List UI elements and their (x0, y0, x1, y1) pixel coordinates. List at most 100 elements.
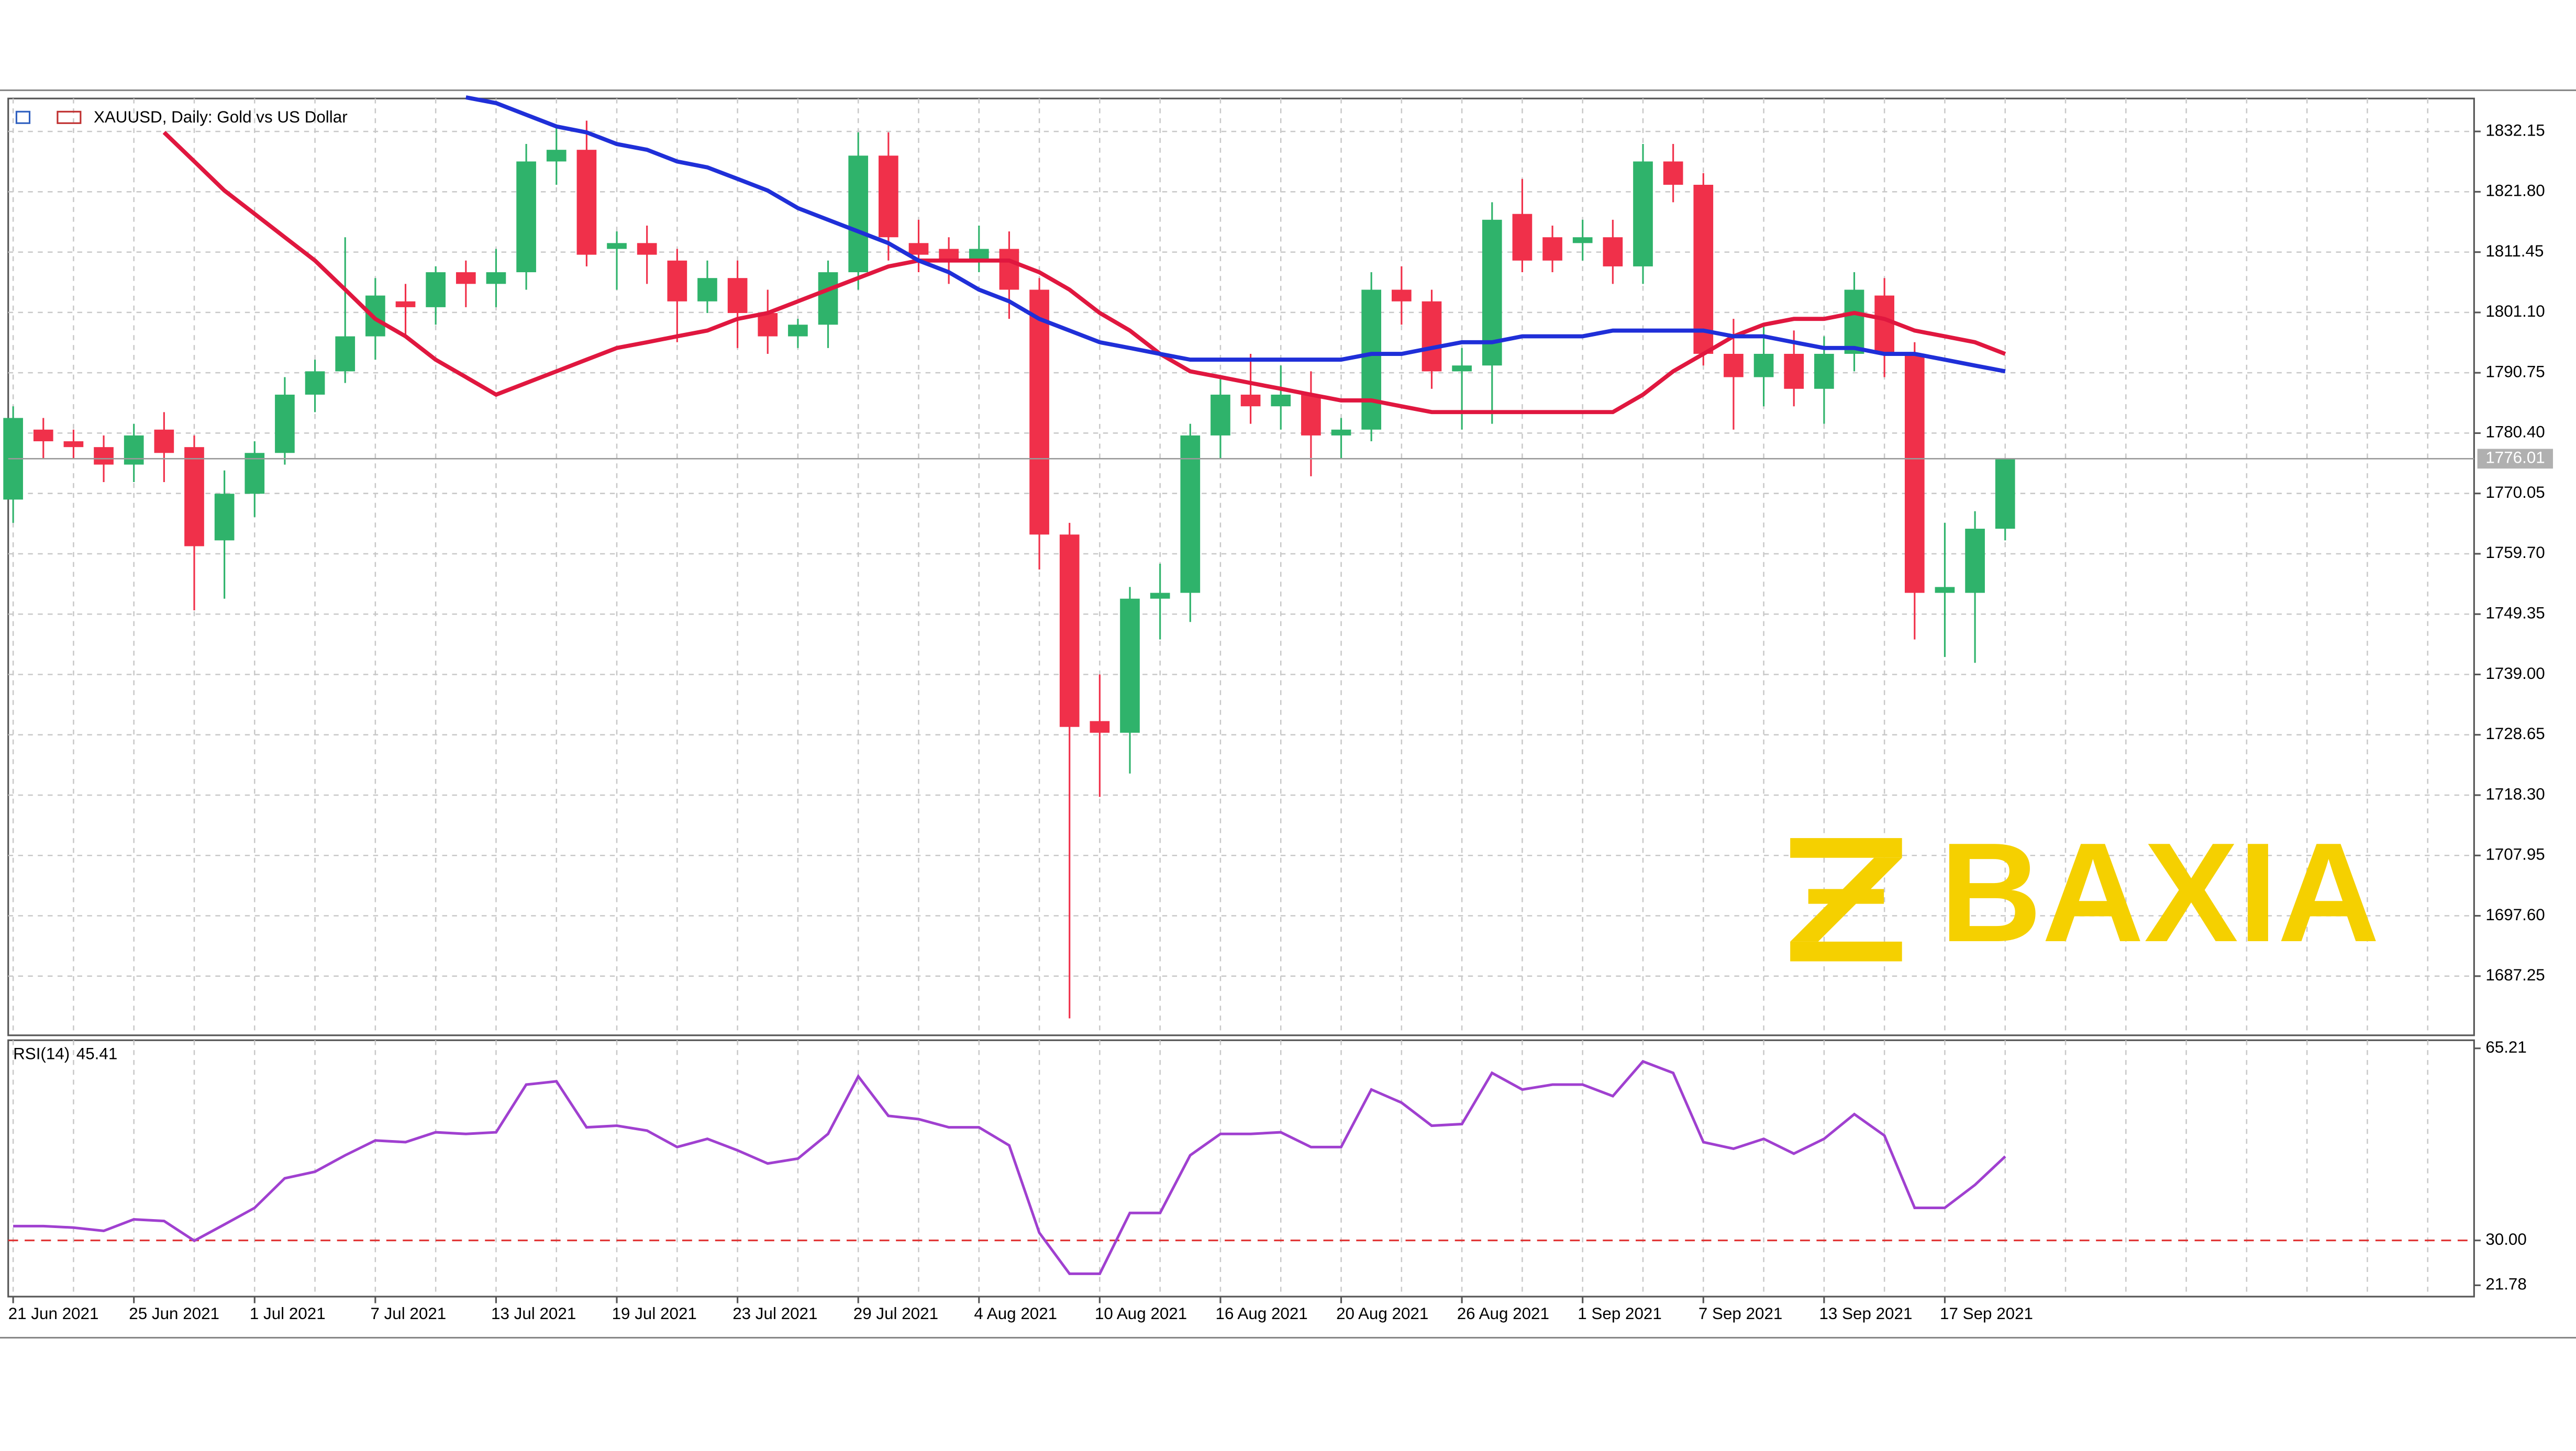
candle-body (1935, 587, 1955, 593)
candle-body (1724, 353, 1744, 377)
rsi-value: 45.41 (76, 1045, 118, 1063)
candle-body (818, 272, 838, 325)
candle-body (1844, 289, 1864, 354)
candle-body (94, 447, 114, 465)
y-tick-label: 1697.60 (2485, 906, 2545, 924)
rsi-name: RSI(14) (13, 1045, 70, 1063)
candle-body (727, 278, 748, 314)
candle-body (667, 260, 687, 302)
title-icon (15, 110, 31, 124)
candle-body (1753, 353, 1774, 377)
candle-body (1693, 185, 1714, 354)
candle-body (758, 313, 778, 337)
candle-body (1995, 459, 2015, 529)
candle-body (1361, 289, 1382, 430)
price-pane (7, 97, 2475, 1036)
x-tick-label: 10 Aug 2021 (1095, 1304, 1187, 1323)
x-tick-label: 1 Sep 2021 (1578, 1304, 1662, 1323)
candle-body (335, 336, 356, 372)
y-tick-label: 21.78 (2485, 1275, 2527, 1293)
y-tick-label: 1790.75 (2485, 362, 2545, 381)
line-series (465, 95, 2006, 374)
candle-body (879, 155, 898, 238)
candle-body (1784, 353, 1804, 389)
candle-body (1633, 161, 1653, 266)
rsi-label: RSI(14) 45.41 (13, 1045, 117, 1063)
last-price-label: 1776.01 (2485, 449, 2545, 467)
y-tick-label: 65.21 (2485, 1038, 2527, 1056)
y-tick-label: 1780.40 (2485, 423, 2545, 441)
y-tick-label: 1770.05 (2485, 483, 2545, 501)
candle-body (576, 150, 597, 255)
y-tick-label: 1718.30 (2485, 785, 2545, 803)
candle-body (1029, 289, 1049, 535)
candle-body (275, 394, 295, 453)
candle-body (1240, 394, 1261, 407)
candle-body (214, 494, 235, 541)
candle-body (1120, 598, 1140, 733)
y-tick-label: 1759.70 (2485, 543, 2545, 562)
candle-body (1814, 353, 1834, 389)
logo-bar (1808, 889, 1884, 904)
candle-body (1090, 721, 1110, 733)
candle-body (486, 272, 506, 284)
candle-body (1603, 237, 1623, 266)
candle-body (788, 325, 808, 337)
candle-body (245, 453, 265, 494)
x-tick-label: 20 Aug 2021 (1336, 1304, 1428, 1323)
y-tick-label: 1739.00 (2485, 664, 2545, 683)
last-price-tag (2477, 449, 2553, 469)
candle-body (305, 371, 325, 395)
candle-body (456, 272, 476, 284)
x-tick-label: 13 Jul 2021 (491, 1304, 576, 1323)
candle-body (969, 249, 989, 261)
candle-body (1874, 295, 1895, 354)
candle-body (63, 441, 84, 448)
candle-body (33, 429, 53, 442)
candle-body (607, 243, 627, 249)
watermark: BAXIA (1940, 814, 2380, 972)
y-tick-label: 1832.15 (2485, 121, 2545, 139)
x-tick-label: 23 Jul 2021 (732, 1304, 817, 1323)
line-series (162, 131, 2006, 415)
candle-body (1211, 394, 1230, 436)
candle-body (1572, 237, 1593, 243)
title-icon (57, 110, 82, 124)
candle-body (1904, 353, 1925, 593)
y-tick-label: 1687.25 (2485, 966, 2545, 984)
candle-body (999, 249, 1019, 290)
candle-body (1391, 289, 1412, 302)
candle-body (1271, 394, 1291, 407)
candle-body (1301, 394, 1321, 436)
background (0, 8, 2576, 1443)
candle-body (1965, 529, 1985, 593)
chart-title: XAUUSD, Daily: Gold vs US Dollar (94, 108, 348, 126)
candle-body (395, 301, 416, 307)
candle-body (1452, 365, 1472, 372)
candle-body (1512, 214, 1533, 261)
x-tick-label: 19 Jul 2021 (612, 1304, 697, 1323)
candle-body (1150, 593, 1170, 599)
x-tick-label: 16 Aug 2021 (1216, 1304, 1308, 1323)
logo-bar (1790, 838, 1902, 858)
y-tick-label: 1749.35 (2485, 604, 2545, 622)
y-tick-label: 1811.45 (2485, 242, 2544, 260)
y-tick-label: 1801.10 (2485, 302, 2545, 320)
candle-body (184, 447, 204, 546)
y-tick-label: 1821.80 (2485, 182, 2545, 200)
candle-body (1542, 237, 1562, 261)
candle-body (426, 272, 446, 307)
x-tick-label: 13 Sep 2021 (1819, 1304, 1912, 1323)
candle-body (365, 295, 385, 337)
candle-body (1422, 301, 1442, 372)
x-tick-label: 21 Jun 2021 (8, 1304, 99, 1323)
logo (1790, 838, 1902, 962)
candle-body (908, 243, 929, 255)
x-tick-label: 7 Jul 2021 (370, 1304, 446, 1323)
candle-body (546, 150, 567, 162)
candle-body (1059, 534, 1080, 727)
candle-body (124, 435, 144, 465)
candle-body (1331, 429, 1351, 436)
logo-bar (1790, 941, 1902, 962)
x-tick-label: 1 Jul 2021 (250, 1304, 326, 1323)
